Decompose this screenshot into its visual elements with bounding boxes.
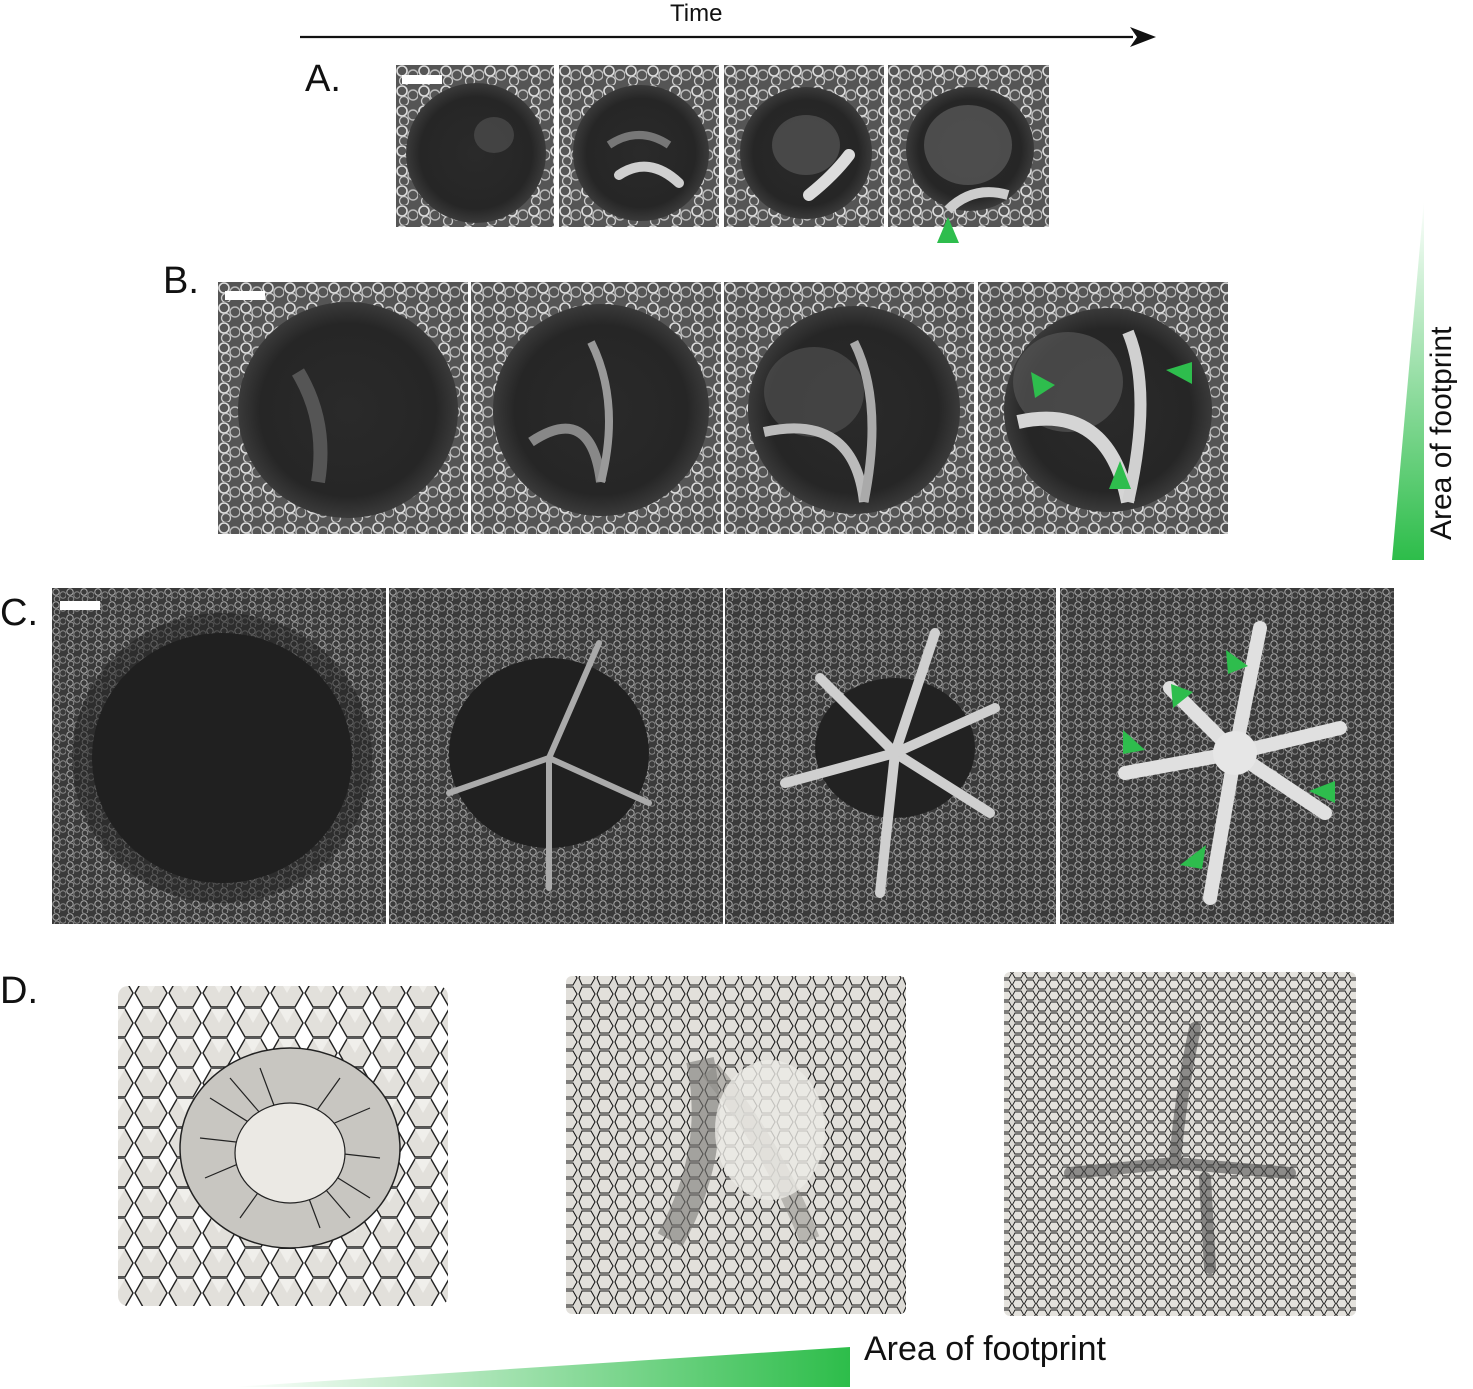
green-arrowhead-icon [1166,362,1192,384]
panel-b-frame-1 [218,282,468,534]
time-label: Time [670,0,723,27]
panel-c-frame-4 [1060,588,1394,924]
scale-bar-b [225,291,265,300]
panel-b-frame-3 [724,282,974,534]
gradient-wedge-horizontal [232,1347,850,1387]
green-arrowhead-icon [1226,650,1248,674]
panel-b-frame-2 [471,282,721,534]
right-arrow-icon [300,27,1156,47]
panel-c-frame-1 [52,588,386,924]
green-arrowhead-icon [937,217,959,243]
mesh-simulation-1 [118,986,448,1306]
panel-a-frame-4 [888,65,1049,227]
panel-label-a: A. [305,58,341,100]
gradient-label-horizontal: Area of footprint [864,1330,1106,1368]
panel-a-frame-1 [396,65,554,227]
panel-label-b: B. [163,260,199,302]
green-arrowhead-icon [1109,461,1131,489]
panel-a-frame-2 [559,65,719,227]
green-arrowhead-icon [1180,845,1206,869]
panel-c-frame-3 [725,588,1056,924]
green-arrowhead-icon [1309,781,1335,803]
gradient-wedge-vertical [1392,200,1424,560]
scale-bar-c [60,601,100,610]
mesh-simulation-2 [566,976,906,1314]
panel-a-frame-3 [724,65,884,227]
green-arrowhead-icon [1123,730,1145,754]
panel-b-frame-4 [978,282,1228,534]
panel-label-c: C. [0,592,38,634]
panel-c-frame-2 [389,588,723,924]
green-arrowhead-icon [1031,372,1055,398]
scale-bar-a [402,75,442,84]
panel-label-d: D. [0,970,38,1012]
gradient-label-vertical: Area of footprint [1425,326,1458,540]
mesh-simulation-3 [1004,972,1356,1316]
green-arrowhead-icon [1171,684,1193,708]
